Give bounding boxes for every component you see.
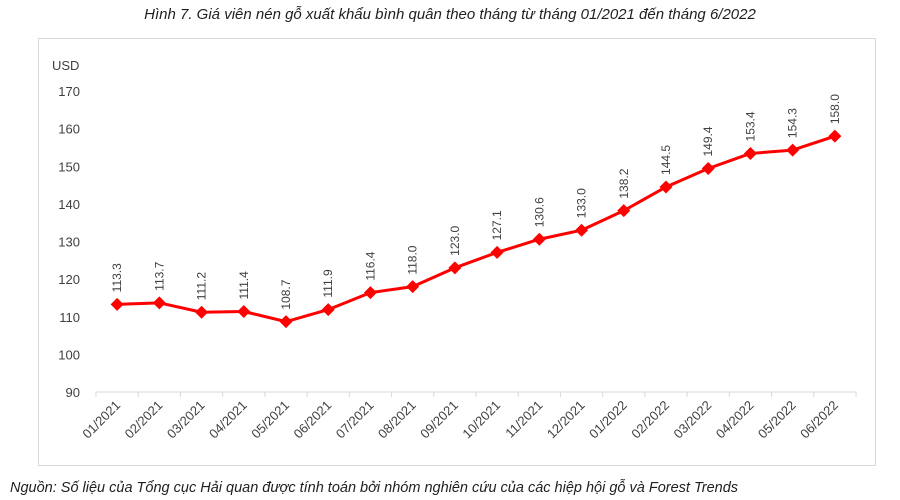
chart-frame: [38, 38, 876, 466]
x-tick-label: 03/2021: [164, 398, 208, 442]
y-tick-label: 110: [59, 310, 80, 325]
x-tick-label: 01/2022: [586, 398, 630, 442]
x-tick-label: 09/2021: [417, 398, 461, 442]
y-tick-label: 140: [58, 197, 80, 212]
x-tick-label: 06/2022: [797, 398, 841, 442]
data-labels-group: 113.3 113.7 111.2 111.4 108.7 111.9 116.4 118.0…: [110, 94, 842, 310]
data-label: 130.6: [532, 197, 546, 227]
x-tick-label: 11/2021: [502, 398, 545, 441]
x-tick-label: 05/2022: [755, 398, 799, 442]
y-axis-unit-label: USD: [52, 58, 79, 73]
x-tick-label: 07/2021: [333, 398, 377, 442]
x-tick-label: 08/2021: [375, 398, 419, 442]
data-label: 111.2: [195, 272, 209, 301]
data-point-marker: [617, 204, 631, 218]
data-point-marker: [321, 303, 335, 317]
data-point-marker: [659, 180, 673, 194]
x-tick-label: 02/2022: [628, 398, 672, 442]
data-point-marker: [828, 129, 842, 143]
x-tick-label: 04/2022: [713, 398, 757, 442]
x-tick-label: 06/2021: [291, 398, 335, 442]
y-tick-label: 170: [58, 84, 80, 99]
data-point-marker: [237, 304, 251, 318]
data-point-marker: [195, 305, 209, 319]
x-tick-label: 01/2021: [79, 398, 123, 442]
data-point-marker: [406, 280, 420, 294]
x-tick-label: 12/2021: [544, 398, 588, 442]
y-tick-label: 120: [58, 272, 80, 287]
data-point-marker: [279, 315, 293, 329]
data-label: 149.4: [701, 126, 715, 156]
data-label: 138.2: [617, 168, 631, 198]
series-group: [110, 129, 842, 329]
y-tick-label: 150: [58, 159, 80, 174]
data-point-marker: [448, 261, 462, 275]
y-tick-label: 100: [58, 347, 80, 362]
x-tick-label: 03/2022: [671, 398, 715, 442]
data-label: 153.4: [743, 111, 757, 141]
data-point-marker: [575, 223, 589, 237]
y-tick-label: 160: [58, 122, 80, 137]
data-label: 158.0: [828, 94, 842, 124]
data-label: 113.3: [110, 263, 124, 292]
data-point-marker: [490, 245, 504, 259]
data-label: 154.3: [786, 108, 800, 138]
data-label: 118.0: [406, 245, 420, 274]
data-point-marker: [152, 296, 166, 310]
data-point-marker: [110, 297, 124, 311]
data-point-marker: [363, 286, 377, 300]
data-point-marker: [743, 146, 757, 160]
y-tick-label: 130: [58, 235, 80, 250]
chart-title: Hình 7. Giá viên nén gỗ xuất khẩu bình q…: [144, 6, 756, 23]
data-label: 116.4: [363, 251, 377, 280]
data-label: 111.4: [237, 271, 251, 300]
data-label: 108.7: [279, 279, 293, 309]
data-label: 144.5: [659, 145, 673, 175]
data-point-marker: [786, 143, 800, 157]
x-tick-label: 10/2021: [459, 398, 503, 442]
data-label: 113.7: [152, 261, 166, 290]
x-tick-label: 04/2021: [206, 398, 250, 442]
source-note: Nguồn: Số liệu của Tổng cục Hải quan đượ…: [10, 480, 739, 496]
x-tick-label: 05/2021: [248, 398, 292, 442]
data-label: 133.0: [575, 188, 589, 218]
series-line: [117, 134, 836, 324]
data-point-marker: [532, 232, 546, 246]
data-point-marker: [701, 162, 715, 176]
x-tick-label: 02/2021: [122, 398, 166, 442]
data-label: 123.0: [448, 225, 462, 255]
data-label: 127.1: [490, 210, 504, 240]
data-label: 111.9: [321, 269, 335, 298]
y-tick-label: 90: [66, 385, 80, 400]
